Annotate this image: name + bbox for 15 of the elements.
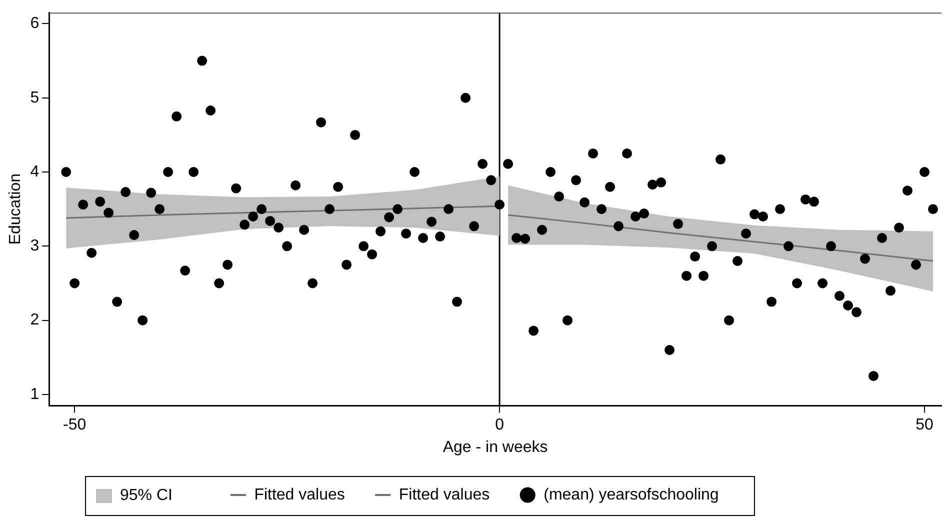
legend-label: Fitted values — [398, 486, 490, 504]
y-tick-label: 6 — [30, 15, 40, 32]
text: 95% CI — [120, 487, 172, 505]
x-tick-label: 0 — [495, 416, 504, 434]
y-axis-title: Education — [7, 174, 24, 245]
x-tick-label: -50 — [63, 416, 86, 434]
y-tick-label: 3 — [30, 238, 40, 255]
y-tick-label: 5 — [30, 89, 40, 106]
legend-label: Fitted values — [254, 486, 345, 504]
x-tick-label: 50 — [916, 416, 934, 434]
y-tick-label: 4 — [30, 163, 40, 180]
x-axis-title: Age - in weeks — [442, 438, 548, 456]
y-tick-label: 2 — [30, 312, 40, 329]
legend-label: (mean) yearsofschooling — [544, 486, 719, 504]
y-tick-label: 1 — [30, 386, 40, 403]
